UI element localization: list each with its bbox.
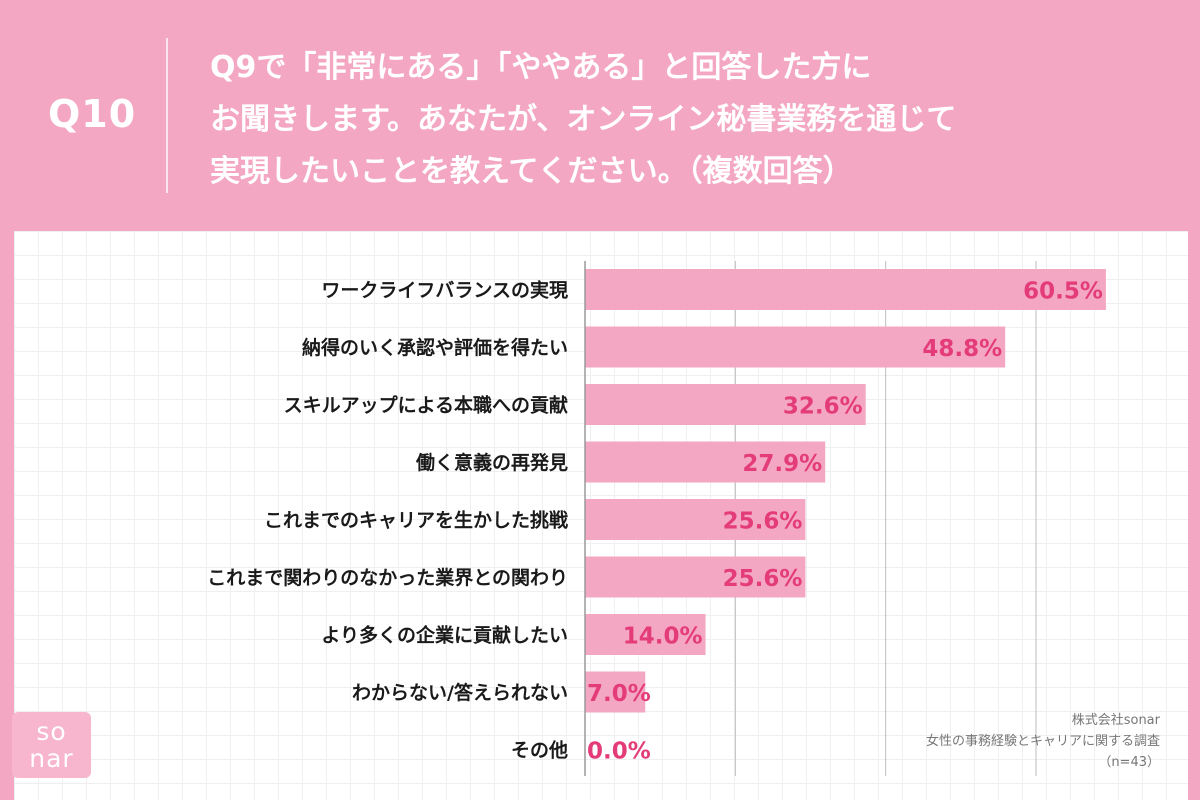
bar-chart: ワークライフバランスの実現 60.5% 納得のいく承認や評価を得たい 48.8% スキル… (207, 261, 1106, 776)
category-label: スキルアップによる本職への貢献 (284, 394, 568, 417)
logo-text-bottom: nar (29, 744, 74, 773)
credit-survey-title: 女性の事務経験とキャリアに関する調査 (925, 734, 1160, 749)
question-number: Q10 (48, 92, 137, 136)
value-label: 60.5% (1023, 279, 1103, 305)
category-label: わからない/答えられない (352, 681, 568, 704)
survey-credit: 株式会社sonar 女性の事務経験とキャリアに関する調査 （n=43） (926, 710, 1160, 773)
bar (585, 384, 866, 425)
category-label: 働く意義の再発見 (415, 451, 568, 474)
category-label: その他 (511, 739, 568, 762)
question-text: Q9で「非常にある」「ややある」と回答した方に お聞きします。あなたが、オンライ… (210, 42, 1170, 198)
bar (585, 441, 826, 483)
question-line: 実現したいことを教えてください。（複数回答） (210, 154, 853, 189)
category-label: ワークライフバランスの実現 (321, 279, 568, 302)
bar (585, 326, 1006, 368)
credit-company: 株式会社sonar (1071, 713, 1160, 728)
bar (585, 614, 706, 655)
question-header: Q10 Q9で「非常にある」「ややある」と回答した方に お聞きします。あなたが、… (0, 0, 1200, 230)
bar (585, 269, 1106, 310)
logo-text-top: so (36, 717, 67, 746)
value-label: 32.6% (783, 394, 863, 420)
sonar-logo: so nar (12, 712, 91, 778)
header-divider (166, 38, 168, 193)
category-label: これまで関わりのなかった業界との関わり (207, 566, 568, 589)
chart-panel: ワークライフバランスの実現 60.5% 納得のいく承認や評価を得たい 48.8% スキル… (14, 231, 1188, 800)
value-label: 0.0% (587, 739, 651, 765)
value-label: 25.6% (723, 509, 803, 535)
value-label: 27.9% (742, 451, 822, 477)
category-label: 納得のいく承認や評価を得たい (302, 336, 568, 359)
credit-sample-size: （n=43） (1098, 755, 1160, 770)
category-label: より多くの企業に貢献したい (321, 624, 568, 647)
question-line: Q9で「非常にある」「ややある」と回答した方に (210, 50, 872, 85)
value-label: 7.0% (587, 681, 651, 707)
value-label: 48.8% (922, 336, 1002, 362)
value-label: 25.6% (723, 566, 803, 592)
bar (585, 499, 806, 540)
category-label: これまでのキャリアを生かした挑戦 (264, 509, 568, 532)
bar (585, 671, 646, 713)
question-line: お聞きします。あなたが、オンライン秘書業務を通じて (210, 102, 957, 137)
value-label: 14.0% (623, 624, 703, 650)
bar (585, 556, 806, 598)
